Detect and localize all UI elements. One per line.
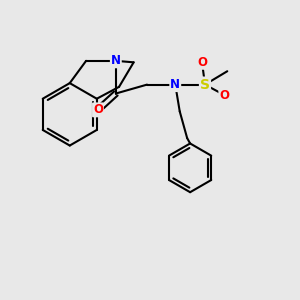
Text: O: O (219, 88, 229, 101)
Text: O: O (93, 103, 103, 116)
Text: N: N (111, 54, 121, 67)
Text: O: O (197, 56, 207, 69)
Text: S: S (200, 78, 210, 92)
Text: N: N (170, 78, 180, 91)
